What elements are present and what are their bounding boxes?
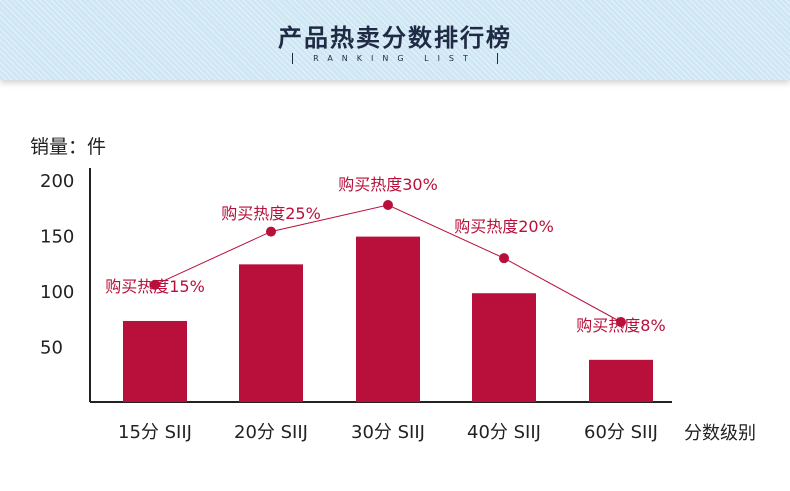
page-title: 产品热卖分数排行榜 — [278, 23, 512, 52]
header-banner: 产品热卖分数排行榜 RANKING LIST — [0, 0, 790, 80]
heat-label-1: 购买热度15% — [105, 277, 205, 296]
y-tick-label: 200 — [40, 171, 74, 192]
bar-3 — [356, 236, 420, 402]
x-tick-label: 60分 SIIJ — [584, 422, 658, 443]
x-tick-label: 30分 SIIJ — [351, 422, 425, 443]
heat-point-5 — [616, 317, 626, 327]
heat-label-5: 购买热度8% — [576, 316, 665, 335]
heat-point-1 — [150, 279, 160, 290]
subtitle-right-rule — [497, 53, 498, 64]
bar-4 — [472, 293, 536, 402]
x-tick-label: 15分 SIIJ — [118, 422, 192, 443]
heat-point-3 — [383, 200, 393, 210]
y-tick-label: 50 — [40, 338, 63, 359]
y-tick-label: 100 — [40, 282, 74, 303]
y-axis-label: 销量：件 — [30, 136, 107, 158]
bar-2 — [239, 264, 303, 402]
page-subtitle: RANKING LIST — [313, 54, 477, 63]
y-tick-label: 150 — [40, 227, 74, 248]
x-tick-label: 40分 SIIJ — [467, 422, 541, 443]
x-axis-label: 分数级别 — [684, 423, 756, 444]
bar-1 — [123, 320, 187, 402]
heat-label-3: 购买热度30% — [338, 175, 438, 194]
heat-label-4: 购买热度20% — [454, 217, 554, 236]
heat-point-4 — [499, 253, 509, 264]
heat-label-2: 购买热度25% — [221, 204, 321, 223]
x-tick-label: 20分 SIIJ — [234, 422, 308, 443]
bar-5 — [589, 359, 653, 402]
heat-point-2 — [266, 226, 276, 237]
subtitle-left-rule — [292, 53, 293, 64]
